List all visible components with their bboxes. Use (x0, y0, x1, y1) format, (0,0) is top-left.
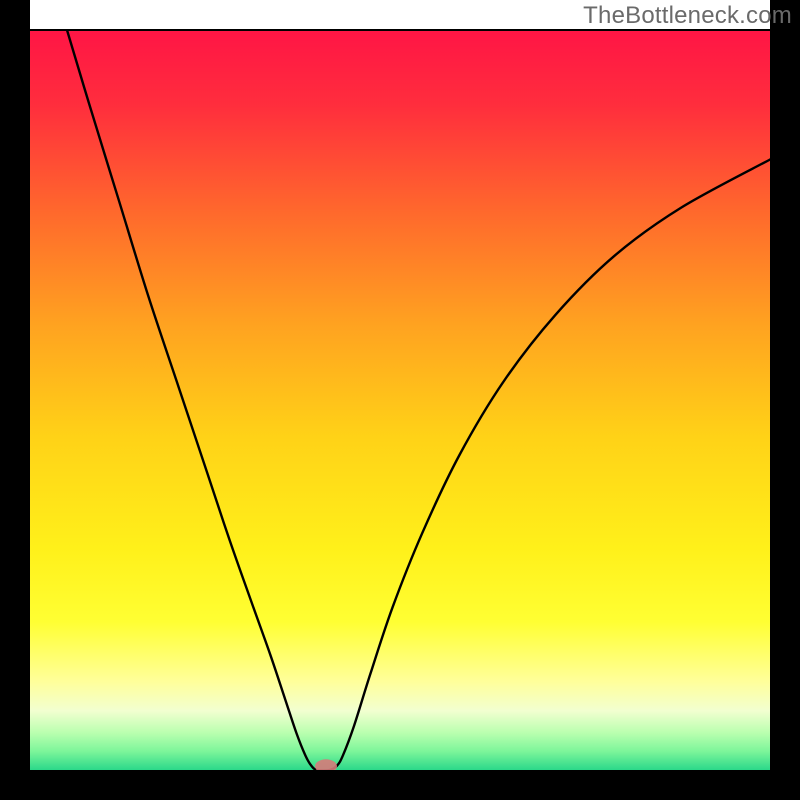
chart-svg (0, 0, 800, 800)
border-bottom (0, 770, 800, 800)
gradient-background (30, 30, 770, 770)
border-right (770, 0, 800, 800)
watermark-text: TheBottleneck.com (583, 2, 792, 30)
bottleneck-chart: TheBottleneck.com (0, 0, 800, 800)
border-left (0, 0, 30, 800)
